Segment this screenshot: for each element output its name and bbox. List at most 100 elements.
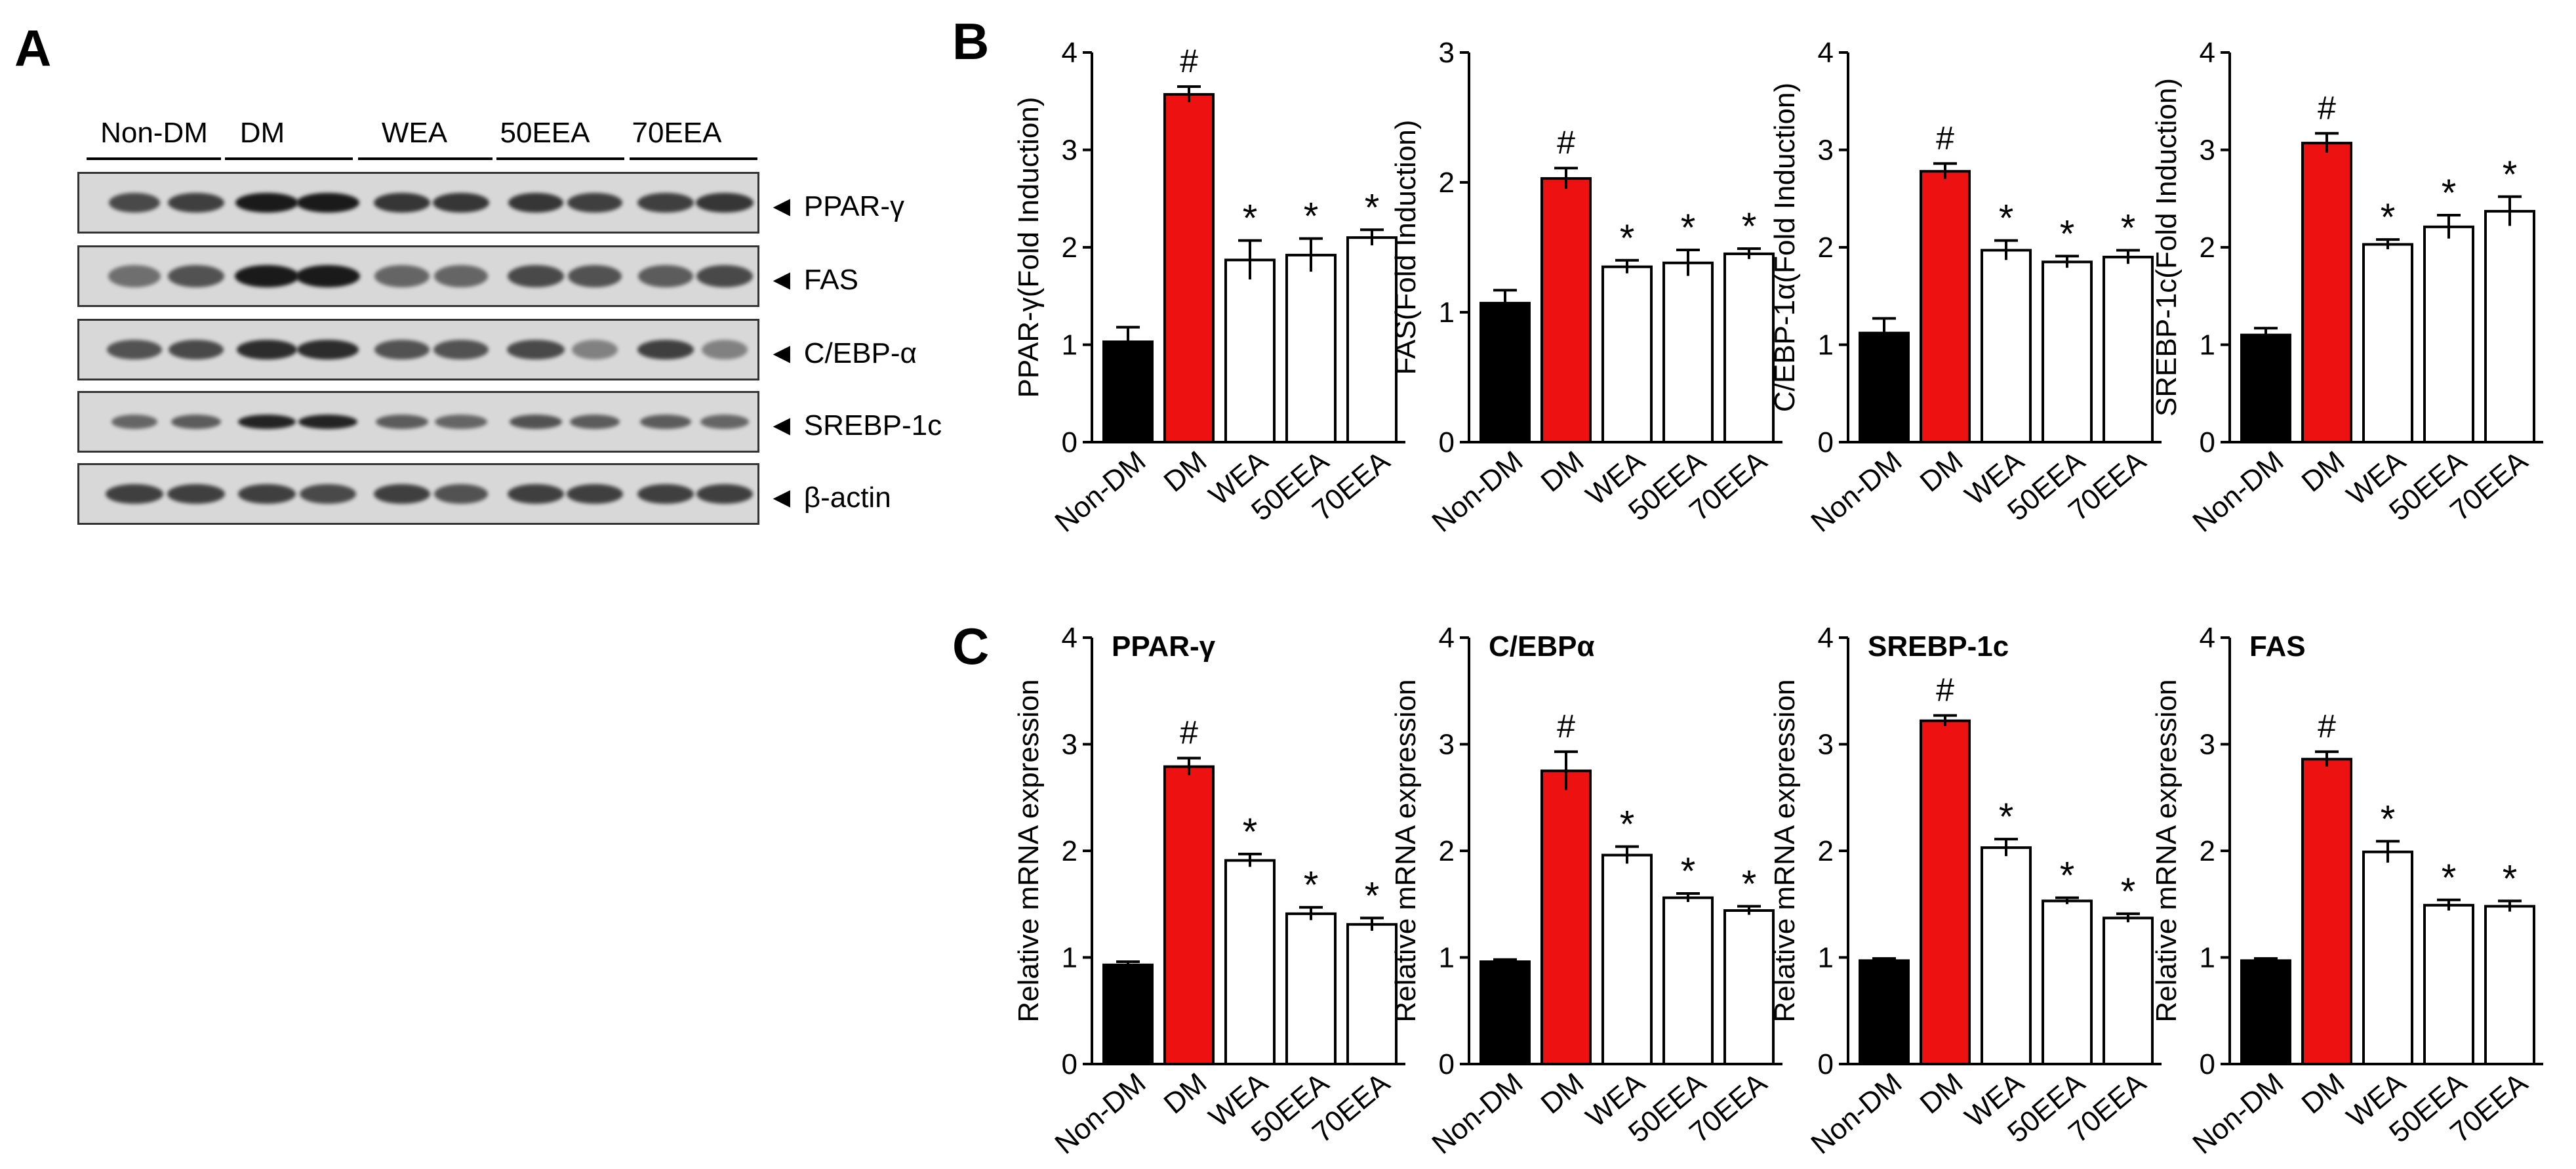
blot-band xyxy=(637,340,694,359)
significance-star: * xyxy=(1999,796,2014,838)
y-axis-label: PPAR-γ(Fold Induction) xyxy=(1013,97,1045,398)
blot-band xyxy=(167,484,225,504)
blot-band xyxy=(570,415,620,429)
protein-label-fas: ◄ FAS xyxy=(767,264,858,296)
significance-hash: # xyxy=(1936,672,1954,708)
chart-title: PPAR-γ xyxy=(1112,630,1216,663)
y-tick-label: 3 xyxy=(1439,37,1455,69)
bar xyxy=(1662,896,1714,1065)
lane-label-50eea: 50EEA xyxy=(500,117,590,149)
bar xyxy=(1224,859,1276,1065)
blot-band xyxy=(700,415,749,429)
significance-hash: # xyxy=(1180,714,1198,751)
bar xyxy=(2423,903,2474,1065)
blot-band xyxy=(235,265,299,287)
bar xyxy=(2484,905,2535,1065)
bar xyxy=(1540,177,1592,443)
blot-strip-cebp xyxy=(77,319,759,380)
y-tick-label: 0 xyxy=(2200,1048,2215,1080)
significance-star: * xyxy=(2060,213,2075,255)
bar xyxy=(1346,236,1398,443)
significance-star: * xyxy=(1681,207,1696,249)
y-tick-label: 4 xyxy=(1818,622,1834,654)
blot-band xyxy=(434,265,488,287)
western-blot: Non-DM DM WEA 50EEA 70EEA ◄ PPAR-γ ◄ FAS… xyxy=(0,0,944,551)
chart-title: SREBP-1c xyxy=(1868,630,2009,663)
y-tick-label: 1 xyxy=(1062,329,1077,361)
bar xyxy=(1662,261,1714,443)
y-tick-label: 0 xyxy=(1439,426,1455,459)
significance-star: * xyxy=(1365,186,1380,229)
significance-star: * xyxy=(1304,195,1319,238)
blot-band xyxy=(376,415,428,429)
bar xyxy=(1981,249,2032,443)
significance-star: * xyxy=(1742,205,1757,248)
blot-band xyxy=(508,265,564,287)
bar xyxy=(2484,210,2535,443)
y-tick-label: 4 xyxy=(2200,622,2215,654)
blot-band xyxy=(433,340,489,359)
y-axis-label: Relative mRNA expression xyxy=(1769,679,1801,1022)
bar xyxy=(1479,960,1531,1065)
blot-band xyxy=(374,265,430,287)
blot-band xyxy=(300,484,356,504)
chart-title: C/EBPα xyxy=(1489,630,1595,663)
x-tick-label: Non-DM xyxy=(2186,445,2289,539)
lane-label-non-dm: Non-DM xyxy=(100,117,208,149)
blot-strip-srebp xyxy=(77,391,759,453)
y-tick-label: 3 xyxy=(1062,134,1077,167)
blot-band xyxy=(296,265,360,287)
blot-band xyxy=(108,265,161,287)
y-tick-label: 4 xyxy=(1439,622,1455,654)
significance-star: * xyxy=(1365,874,1380,917)
blot-band xyxy=(235,193,298,213)
significance-star: * xyxy=(2121,871,2136,913)
y-tick-label: 1 xyxy=(1062,942,1077,974)
y-tick-label: 3 xyxy=(2200,729,2215,761)
x-tick-label: DM xyxy=(1914,1067,1969,1120)
significance-star: * xyxy=(1742,863,1757,906)
y-axis-label: SREBP-1c(Fold Induction) xyxy=(2150,78,2183,417)
lane-underline xyxy=(225,157,353,160)
blot-band xyxy=(297,340,359,359)
x-tick-label: DM xyxy=(1914,445,1969,499)
bar xyxy=(1981,846,2032,1065)
bar xyxy=(1285,253,1337,443)
blot-band xyxy=(435,415,487,429)
y-tick-label: 1 xyxy=(1818,329,1834,361)
x-tick-label: DM xyxy=(1535,445,1590,499)
bar xyxy=(1102,963,1154,1065)
y-tick-label: 4 xyxy=(1062,37,1077,69)
panel-letter-b: B xyxy=(952,12,990,70)
blot-band xyxy=(374,484,430,504)
significance-hash: # xyxy=(1936,119,1954,156)
blot-band xyxy=(567,484,623,504)
significance-star: * xyxy=(2060,855,2075,897)
significance-star: * xyxy=(1620,804,1635,846)
x-tick-label: Non-DM xyxy=(2186,1067,2289,1160)
blot-band xyxy=(168,193,224,213)
blot-band xyxy=(296,193,359,213)
significance-star: * xyxy=(2442,172,2457,215)
y-axis-label: C/EBP-1α(Fold Induction) xyxy=(1769,83,1801,412)
y-tick-label: 1 xyxy=(1439,942,1455,974)
bar xyxy=(2301,758,2352,1065)
bar xyxy=(1601,265,1653,443)
blot-strip-actin xyxy=(77,463,759,525)
bar xyxy=(2362,850,2413,1065)
bar xyxy=(2042,260,2093,443)
significance-star: * xyxy=(2503,857,2518,900)
y-axis-label: FAS(Fold Induction) xyxy=(1390,120,1422,375)
x-tick-label: DM xyxy=(2296,1067,2351,1120)
y-tick-label: 3 xyxy=(2200,134,2215,167)
protein-label-cebp: ◄ C/EBP-α xyxy=(767,337,917,369)
bar xyxy=(1102,340,1154,443)
bar xyxy=(1163,92,1215,444)
blot-band xyxy=(169,340,224,359)
bar xyxy=(1224,258,1276,443)
significance-star: * xyxy=(1999,197,2014,240)
blot-band xyxy=(106,484,163,504)
significance-hash: # xyxy=(1557,124,1575,161)
blot-band xyxy=(508,484,564,504)
